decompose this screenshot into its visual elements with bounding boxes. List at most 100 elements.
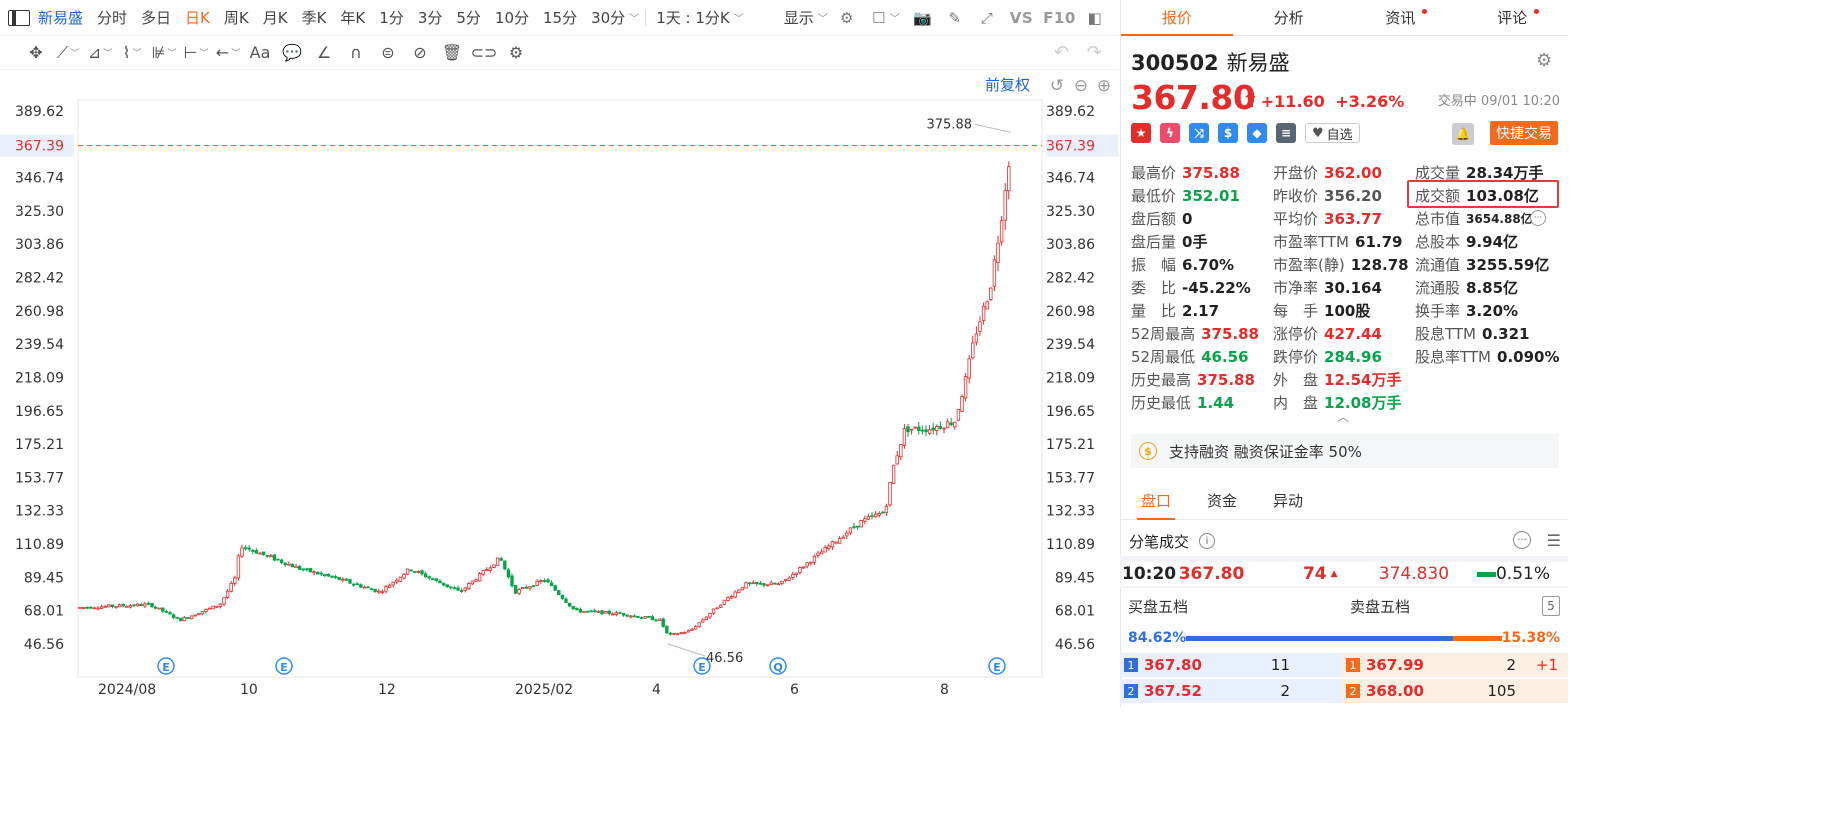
reset-zoom-icon[interactable]: ↺ (1050, 76, 1064, 96)
quick-trade-button[interactable]: 快捷交易 (1490, 121, 1558, 145)
info-icon[interactable]: i (1199, 533, 1216, 549)
panel-tab[interactable]: 报价 (1121, 0, 1233, 36)
link-icon[interactable]: ⊂⊃ (470, 43, 498, 62)
levels-select[interactable]: 5 (1542, 596, 1560, 616)
kline-chart[interactable]: 389.62 389.62 367.39 367.39 346.74 346.74 325.… (0, 70, 1118, 707)
chevron-down-icon[interactable]: ﹀ (817, 14, 828, 25)
chevron-down-icon[interactable]: ﹀ (733, 14, 744, 25)
period-tab[interactable]: 月K (262, 9, 288, 27)
period-tab[interactable]: 15分 (543, 9, 578, 27)
period-tab[interactable]: 周K (223, 9, 249, 27)
panel-tab[interactable]: 分析 (1233, 0, 1345, 35)
text-tool-icon[interactable]: Aa (249, 43, 271, 62)
wave-tool-icon[interactable]: ⌇ ﹀ (122, 43, 142, 62)
ask-cell[interactable]: 2 368.00 105 (1342, 679, 1568, 703)
candle-body (261, 551, 266, 555)
candle-body (380, 591, 385, 594)
measure-tool-icon[interactable]: ⊢ ﹀ (183, 43, 209, 62)
period-tab[interactable]: 5分 (456, 9, 481, 27)
chevron-down-icon[interactable]: ﹀ (629, 14, 640, 25)
chevron-down-icon[interactable]: ﹀ (889, 14, 900, 25)
magnet-icon[interactable]: ∩ (350, 43, 362, 62)
candle-body (456, 587, 460, 591)
brush-tool-icon[interactable]: ∠ (316, 43, 332, 62)
gear-icon[interactable]: ⚙ (1536, 50, 1553, 71)
bid-cell[interactable]: 2 367.52 2 (1120, 679, 1342, 703)
period-tab[interactable]: 日K (185, 9, 210, 27)
bell-icon[interactable]: 🔔 (1452, 123, 1474, 145)
stats-row: 历史最低 1.44 内 盘 12.08万手 (1131, 391, 1561, 414)
vs-button[interactable]: VS (1009, 8, 1034, 27)
period-tab[interactable]: 10分 (494, 9, 529, 27)
period-tab[interactable]: 1分 (379, 9, 404, 27)
redo-icon[interactable]: ↷ (1086, 42, 1102, 63)
period-tab[interactable]: 分时 (97, 9, 128, 27)
panel-tab[interactable]: 评论 (1456, 0, 1568, 35)
ask-cell[interactable]: 1 367.99 2 +1 (1342, 653, 1568, 677)
interval-select[interactable]: 1天 : 1分K (656, 9, 730, 27)
more-icon[interactable]: ··· (1513, 531, 1531, 549)
tag-icon[interactable]: ◆ (1247, 123, 1267, 143)
more-icon[interactable]: ··· (1530, 210, 1546, 226)
candle-body (182, 617, 187, 622)
candle-body (1003, 190, 1007, 221)
panel-tab[interactable]: 资讯 (1345, 0, 1457, 35)
trash-icon[interactable]: 🗑 (441, 43, 463, 62)
candle-body (117, 604, 122, 608)
panel-toggle-icon[interactable]: ◧ (1087, 8, 1102, 27)
move-icon[interactable]: ✥ (29, 43, 43, 62)
fullscreen-icon[interactable]: ⤢ (980, 8, 993, 27)
candle-body (996, 242, 1000, 263)
candle-body (477, 573, 482, 582)
square-icon[interactable]: ☐ (871, 8, 886, 27)
stat-value: 9.94亿 (1466, 233, 1519, 251)
sidebar-toggle-icon[interactable] (8, 9, 30, 26)
lock-drawings-icon[interactable]: ⊜ (381, 43, 395, 62)
zoom-in-icon[interactable]: ⊕ (1097, 76, 1111, 96)
period-tab[interactable]: 多日 (141, 9, 172, 27)
depth-tab[interactable]: 盘口 (1136, 482, 1176, 520)
bid-cell[interactable]: 1 367.80 11 (1120, 653, 1342, 677)
undo-icon[interactable]: ↶ (1053, 42, 1069, 63)
current-price-label-right: 367.39 (1046, 139, 1095, 155)
pencil-icon[interactable]: ✎ (948, 8, 961, 27)
settings-icon[interactable]: ⚙ (508, 43, 524, 62)
hide-drawings-icon[interactable]: ⊘ (413, 43, 427, 62)
comment-tool-icon[interactable]: 💬 (282, 43, 302, 62)
gear-icon[interactable]: ⚙ (839, 8, 854, 27)
candle-body (402, 573, 406, 579)
shuffle-icon[interactable]: ⤨ (1189, 123, 1209, 143)
period-tab[interactable]: 30分 (591, 9, 626, 27)
menu-icon[interactable]: ☰ (1546, 531, 1561, 550)
dollar-icon[interactable]: $ (1218, 123, 1238, 143)
depth-tab[interactable]: 异动 (1273, 492, 1304, 510)
flash-icon[interactable]: ϟ (1160, 123, 1180, 143)
display-menu[interactable]: 显示 (783, 9, 814, 27)
chevron-up-icon[interactable]: ︿ (1337, 410, 1350, 424)
period-tab[interactable]: 年K (340, 9, 366, 27)
period-tab[interactable]: 季K (301, 9, 327, 27)
candle-body (398, 576, 403, 582)
adjust-label[interactable]: 前复权 (985, 76, 1030, 94)
add-watchlist-button[interactable]: ♥ 自选 (1305, 123, 1360, 143)
stat-cell: 内 盘 12.08万手 (1273, 392, 1415, 413)
channel-tool-icon[interactable]: ⊿ ﹀ (87, 43, 113, 62)
period-tab[interactable]: 3分 (417, 9, 443, 27)
china-flag-icon[interactable]: ★ (1131, 123, 1151, 143)
zoom-out-icon[interactable]: ⊖ (1074, 76, 1088, 96)
candle-body (546, 579, 550, 583)
arrow-tool-icon[interactable]: ← ﹀ (215, 43, 241, 62)
document-icon[interactable]: ≡ (1276, 123, 1296, 143)
candle-body (258, 552, 262, 555)
stock-name-label[interactable]: 新易盛 (38, 9, 84, 27)
f10-button[interactable]: F10 (1043, 8, 1076, 27)
fib-tool-icon[interactable]: ⊯ ﹀ (151, 43, 177, 62)
stat-label: 开盘价 (1273, 164, 1319, 182)
depth-tab[interactable]: 资金 (1207, 492, 1238, 510)
candle-body (992, 259, 997, 287)
line-tool-icon[interactable]: ⟋ ﹀ (56, 42, 80, 62)
candle-body (729, 596, 734, 599)
candle-body (891, 464, 896, 485)
x-tick-label: 6 (790, 682, 799, 698)
camera-icon[interactable]: 📷 (913, 8, 933, 27)
